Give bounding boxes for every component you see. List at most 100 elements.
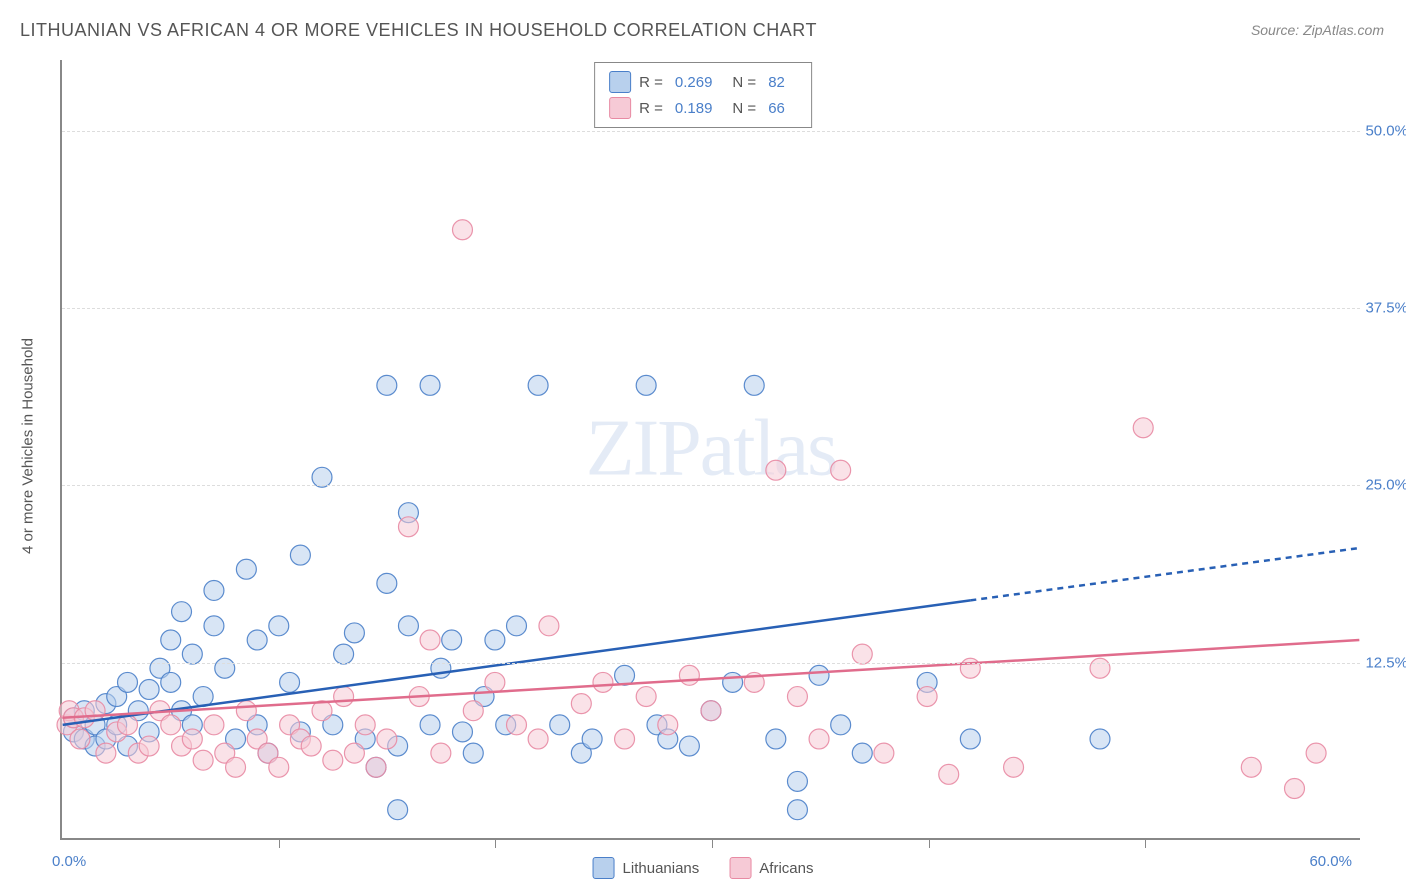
- scatter-point: [323, 750, 343, 770]
- scatter-point: [571, 694, 591, 714]
- legend-r-label: R =: [639, 100, 663, 117]
- scatter-point: [161, 630, 181, 650]
- chart-container: LITHUANIAN VS AFRICAN 4 OR MORE VEHICLES…: [0, 0, 1406, 892]
- scatter-point: [463, 743, 483, 763]
- scatter-point: [787, 771, 807, 791]
- scatter-point: [377, 375, 397, 395]
- x-axis-min-label: 0.0%: [52, 853, 86, 870]
- scatter-point: [398, 517, 418, 537]
- scatter-point: [161, 672, 181, 692]
- legend-swatch: [609, 97, 631, 119]
- scatter-point: [485, 672, 505, 692]
- scatter-point: [766, 729, 786, 749]
- gridline: [62, 131, 1360, 132]
- scatter-point: [236, 559, 256, 579]
- x-tick: [712, 838, 713, 848]
- legend-swatch: [593, 857, 615, 879]
- scatter-point: [139, 736, 159, 756]
- scatter-point: [420, 630, 440, 650]
- scatter-point: [507, 616, 527, 636]
- series-legend-label: Africans: [759, 860, 813, 877]
- scatter-point: [852, 644, 872, 664]
- scatter-point: [1090, 658, 1110, 678]
- scatter-point: [420, 715, 440, 735]
- scatter-point: [344, 623, 364, 643]
- scatter-point: [431, 743, 451, 763]
- scatter-point: [193, 750, 213, 770]
- gridline: [62, 663, 1360, 664]
- scatter-point: [658, 715, 678, 735]
- scatter-point: [118, 672, 138, 692]
- scatter-point: [420, 375, 440, 395]
- scatter-point: [615, 665, 635, 685]
- scatter-point: [831, 715, 851, 735]
- scatter-point: [582, 729, 602, 749]
- scatter-point: [507, 715, 527, 735]
- scatter-point: [247, 630, 267, 650]
- legend-swatch: [609, 71, 631, 93]
- scatter-point: [593, 672, 613, 692]
- scatter-point: [161, 715, 181, 735]
- plot-svg: [62, 60, 1360, 838]
- legend-n-label: N =: [732, 74, 756, 91]
- legend-n-label: N =: [732, 100, 756, 117]
- scatter-point: [334, 644, 354, 664]
- correlation-legend: R =0.269N =82R =0.189N =66: [594, 62, 812, 128]
- legend-n-value: 82: [764, 74, 797, 91]
- scatter-point: [226, 757, 246, 777]
- scatter-point: [452, 220, 472, 240]
- scatter-point: [301, 736, 321, 756]
- scatter-point: [280, 672, 300, 692]
- scatter-point: [463, 701, 483, 721]
- legend-row: R =0.189N =66: [609, 95, 797, 121]
- series-legend-label: Lithuanians: [623, 860, 700, 877]
- scatter-point: [269, 616, 289, 636]
- x-tick: [929, 838, 930, 848]
- chart-title: LITHUANIAN VS AFRICAN 4 OR MORE VEHICLES…: [20, 20, 817, 41]
- scatter-point: [1133, 418, 1153, 438]
- scatter-point: [1241, 757, 1261, 777]
- y-tick-label: 12.5%: [1365, 654, 1406, 671]
- scatter-point: [182, 729, 202, 749]
- legend-swatch: [729, 857, 751, 879]
- scatter-point: [377, 573, 397, 593]
- y-tick-label: 25.0%: [1365, 477, 1406, 494]
- scatter-point: [939, 764, 959, 784]
- scatter-point: [334, 687, 354, 707]
- scatter-point: [1090, 729, 1110, 749]
- scatter-point: [452, 722, 472, 742]
- scatter-point: [701, 701, 721, 721]
- scatter-point: [539, 616, 559, 636]
- scatter-point: [344, 743, 364, 763]
- scatter-point: [431, 658, 451, 678]
- scatter-point: [744, 375, 764, 395]
- legend-r-label: R =: [639, 74, 663, 91]
- scatter-point: [366, 757, 386, 777]
- scatter-point: [852, 743, 872, 763]
- scatter-point: [874, 743, 894, 763]
- x-tick: [1145, 838, 1146, 848]
- scatter-point: [550, 715, 570, 735]
- scatter-point: [636, 375, 656, 395]
- scatter-point: [139, 679, 159, 699]
- series-legend: Lithuanians Africans: [593, 857, 814, 879]
- scatter-point: [182, 644, 202, 664]
- scatter-point: [312, 467, 332, 487]
- scatter-point: [442, 630, 462, 650]
- scatter-point: [679, 736, 699, 756]
- x-tick: [279, 838, 280, 848]
- y-axis-title: 4 or more Vehicles in Household: [20, 338, 37, 554]
- scatter-point: [290, 545, 310, 565]
- legend-r-value: 0.269: [671, 74, 725, 91]
- scatter-point: [1285, 779, 1305, 799]
- scatter-point: [960, 658, 980, 678]
- scatter-point: [1004, 757, 1024, 777]
- scatter-point: [172, 602, 192, 622]
- legend-n-value: 66: [764, 100, 797, 117]
- gridline: [62, 485, 1360, 486]
- scatter-point: [85, 701, 105, 721]
- trendline-dashed: [970, 548, 1359, 600]
- scatter-point: [615, 729, 635, 749]
- y-tick-label: 50.0%: [1365, 122, 1406, 139]
- gridline: [62, 308, 1360, 309]
